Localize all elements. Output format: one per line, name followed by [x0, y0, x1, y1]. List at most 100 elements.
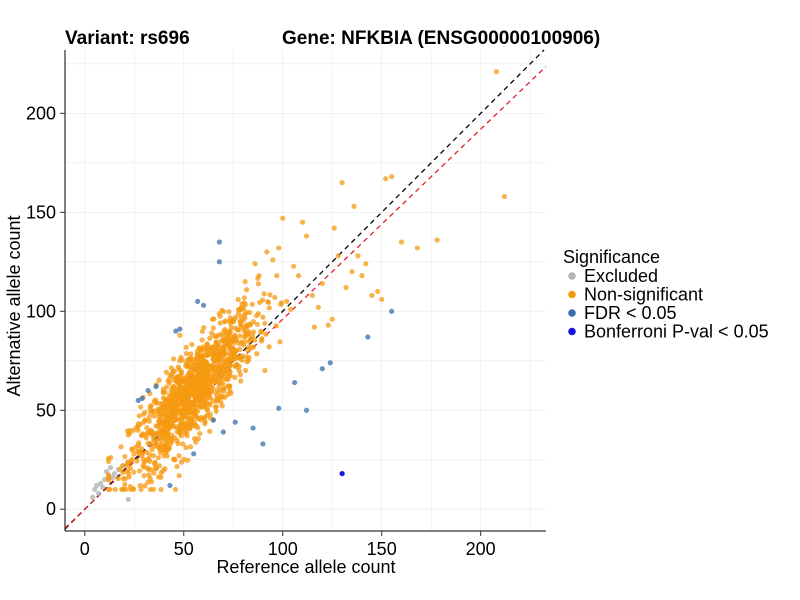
point-non-significant [256, 273, 262, 279]
point-non-significant [260, 314, 266, 320]
point-non-significant [140, 411, 147, 417]
y-tick-label: 100 [26, 301, 56, 321]
point-non-significant [152, 462, 158, 468]
point-non-significant [241, 327, 247, 334]
point-non-significant [210, 325, 216, 331]
point-non-significant [229, 353, 235, 359]
point-non-significant [187, 444, 194, 450]
point-non-significant [221, 385, 227, 392]
point-non-significant [194, 367, 200, 373]
point-non-significant [129, 446, 135, 452]
reference-line-identity [64, 49, 545, 530]
point-non-significant [220, 337, 226, 344]
point-non-significant [295, 273, 302, 279]
point-non-significant [243, 367, 249, 374]
point-non-significant [171, 368, 178, 374]
point-non-significant [183, 377, 189, 383]
point-non-significant [115, 476, 121, 482]
point-non-significant [291, 263, 297, 269]
point-non-significant [226, 309, 232, 315]
point-non-significant [262, 367, 268, 374]
point-non-significant [108, 454, 114, 461]
point-bonferroni-p-val-0-05 [339, 470, 345, 477]
point-non-significant [288, 306, 294, 312]
point-non-significant [363, 261, 369, 267]
point-non-significant [238, 378, 244, 384]
point-non-significant [319, 280, 325, 287]
point-non-significant [150, 486, 157, 493]
point-non-significant [166, 380, 173, 386]
point-non-significant [186, 380, 192, 386]
point-non-significant [198, 346, 204, 352]
point-non-significant [249, 301, 255, 307]
point-non-significant [153, 399, 159, 405]
point-non-significant [198, 372, 205, 379]
point-non-significant [207, 335, 213, 341]
point-non-significant [183, 363, 189, 369]
point-non-significant [349, 269, 355, 275]
point-non-significant [262, 320, 268, 326]
point-non-significant [140, 456, 147, 462]
chart-title-gene: Gene: NFKBIA (ENSG00000100906) [282, 28, 600, 49]
point-fdr-0-05 [216, 259, 222, 265]
point-non-significant [266, 305, 272, 311]
point-non-significant [222, 359, 228, 365]
point-non-significant [501, 193, 508, 200]
point-non-significant [105, 458, 112, 465]
chart-title-variant: Variant: rs696 [65, 28, 190, 49]
point-non-significant [158, 486, 164, 493]
point-non-significant [148, 403, 155, 409]
point-non-significant [131, 451, 137, 457]
point-non-significant [219, 364, 225, 371]
point-fdr-0-05 [216, 239, 222, 245]
point-non-significant [181, 387, 187, 394]
point-fdr-0-05 [210, 417, 217, 423]
point-non-significant [241, 339, 248, 345]
legend-entry-label: Bonferroni P-val < 0.05 [584, 322, 769, 342]
point-fdr-0-05 [327, 360, 333, 366]
point-non-significant [195, 425, 201, 431]
point-fdr-0-05 [173, 328, 179, 334]
legend-entry-label: Excluded [584, 266, 658, 286]
point-non-significant [136, 468, 143, 474]
point-non-significant [434, 237, 440, 243]
point-non-significant [263, 331, 269, 337]
point-non-significant [192, 375, 198, 382]
point-non-significant [204, 407, 210, 413]
point-fdr-0-05 [276, 405, 282, 411]
x-tick-label: 0 [80, 539, 90, 559]
point-fdr-0-05 [145, 387, 151, 394]
point-non-significant [178, 369, 184, 375]
point-non-significant [147, 440, 153, 447]
point-non-significant [174, 463, 180, 470]
point-non-significant [175, 364, 181, 370]
point-non-significant [198, 362, 204, 368]
legend-entry-label: FDR < 0.05 [584, 303, 677, 323]
point-non-significant [188, 351, 194, 357]
point-non-significant [170, 418, 176, 424]
point-non-significant [273, 323, 279, 329]
point-non-significant [315, 304, 321, 310]
point-non-significant [229, 336, 235, 343]
point-non-significant [331, 225, 337, 231]
point-non-significant [267, 292, 273, 298]
point-fdr-0-05 [365, 334, 371, 340]
point-non-significant [243, 322, 250, 328]
point-non-significant [122, 453, 128, 460]
point-non-significant [213, 391, 219, 397]
point-non-significant [227, 318, 233, 324]
point-fdr-0-05 [250, 425, 256, 431]
point-non-significant [232, 348, 238, 354]
point-non-significant [235, 296, 241, 303]
point-non-significant [278, 301, 284, 307]
point-non-significant [414, 245, 420, 251]
point-non-significant [129, 456, 135, 463]
point-non-significant [379, 296, 385, 303]
point-non-significant [238, 313, 244, 320]
point-non-significant [242, 333, 249, 339]
point-non-significant [146, 472, 152, 478]
point-non-significant [141, 419, 147, 425]
point-non-significant [193, 357, 200, 363]
point-fdr-0-05 [135, 397, 141, 403]
point-non-significant [238, 323, 244, 329]
